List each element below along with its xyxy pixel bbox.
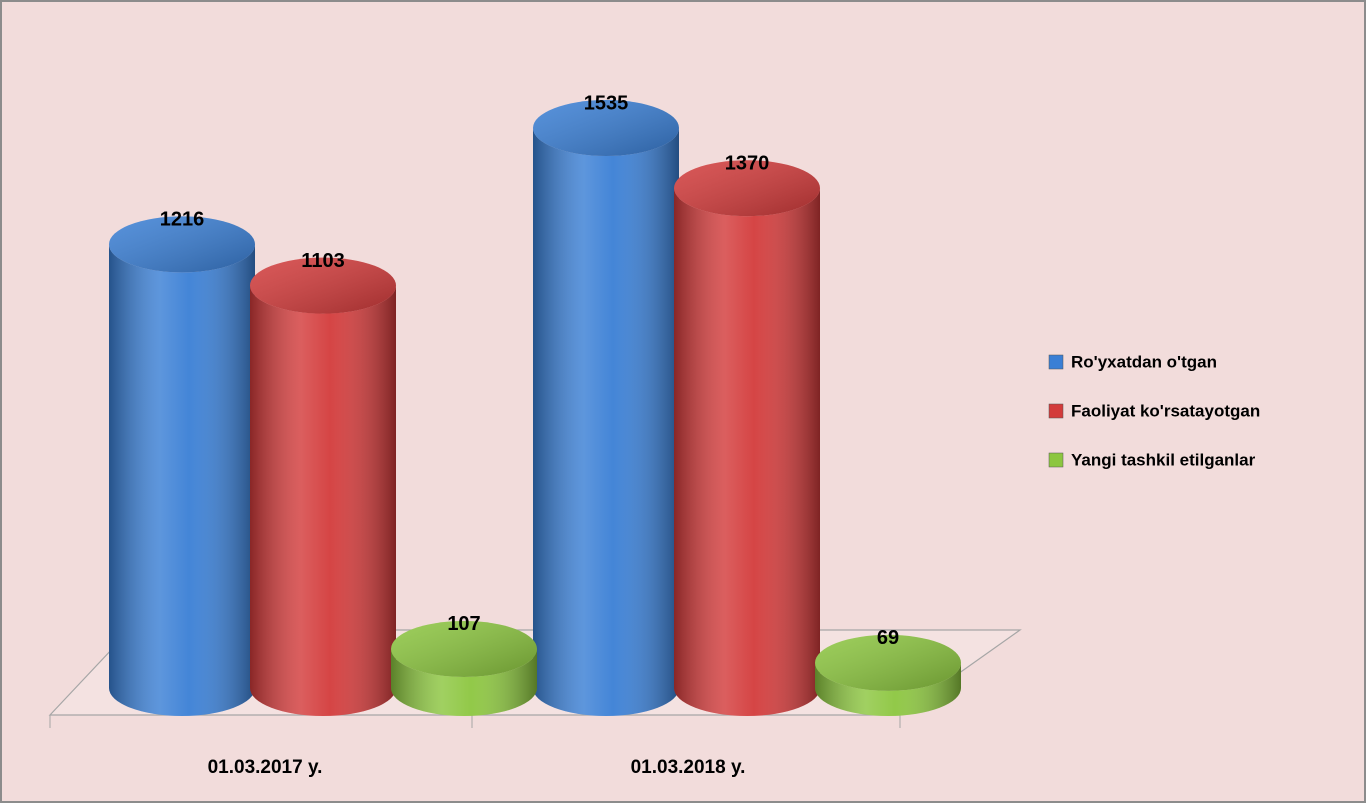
cylinder — [391, 620, 537, 716]
cylinder — [250, 257, 396, 716]
data-label: 1370 — [725, 152, 770, 174]
bar-top-shading — [109, 216, 255, 273]
data-label: 1103 — [301, 250, 344, 272]
legend-swatch — [1048, 403, 1064, 419]
bar-top-shading — [674, 160, 820, 217]
bar-top-shading — [815, 634, 961, 691]
bar-shading — [674, 188, 820, 716]
legend-label: Faoliyat ko'rsatayotgan — [1071, 401, 1260, 420]
data-label: 107 — [447, 613, 480, 635]
legend-label: Yangi tashkil etilganlar — [1071, 450, 1256, 469]
cylinder — [109, 216, 255, 716]
data-label: 69 — [877, 627, 899, 649]
data-label: 1216 — [160, 209, 205, 231]
cylinder — [815, 634, 961, 716]
bar-shading — [250, 285, 396, 716]
x-tick-label: 01.03.2018 y. — [631, 757, 746, 778]
legend-label: Ro'yxatdan o'tgan — [1071, 352, 1217, 371]
bar-top-shading — [533, 100, 679, 156]
bar-shading — [533, 128, 679, 716]
x-tick-label: 01.03.2017 y. — [208, 757, 323, 778]
bar-shading — [109, 244, 255, 716]
bar-top-shading — [391, 620, 537, 677]
bar-shading — [815, 662, 961, 716]
bar-shading — [391, 648, 537, 716]
cylinder — [674, 160, 820, 716]
legend-swatch — [1048, 354, 1064, 370]
legend-swatch — [1048, 452, 1064, 468]
data-label: 1535 — [584, 92, 629, 114]
bar-top-shading — [250, 257, 396, 314]
cylinder — [533, 100, 679, 716]
